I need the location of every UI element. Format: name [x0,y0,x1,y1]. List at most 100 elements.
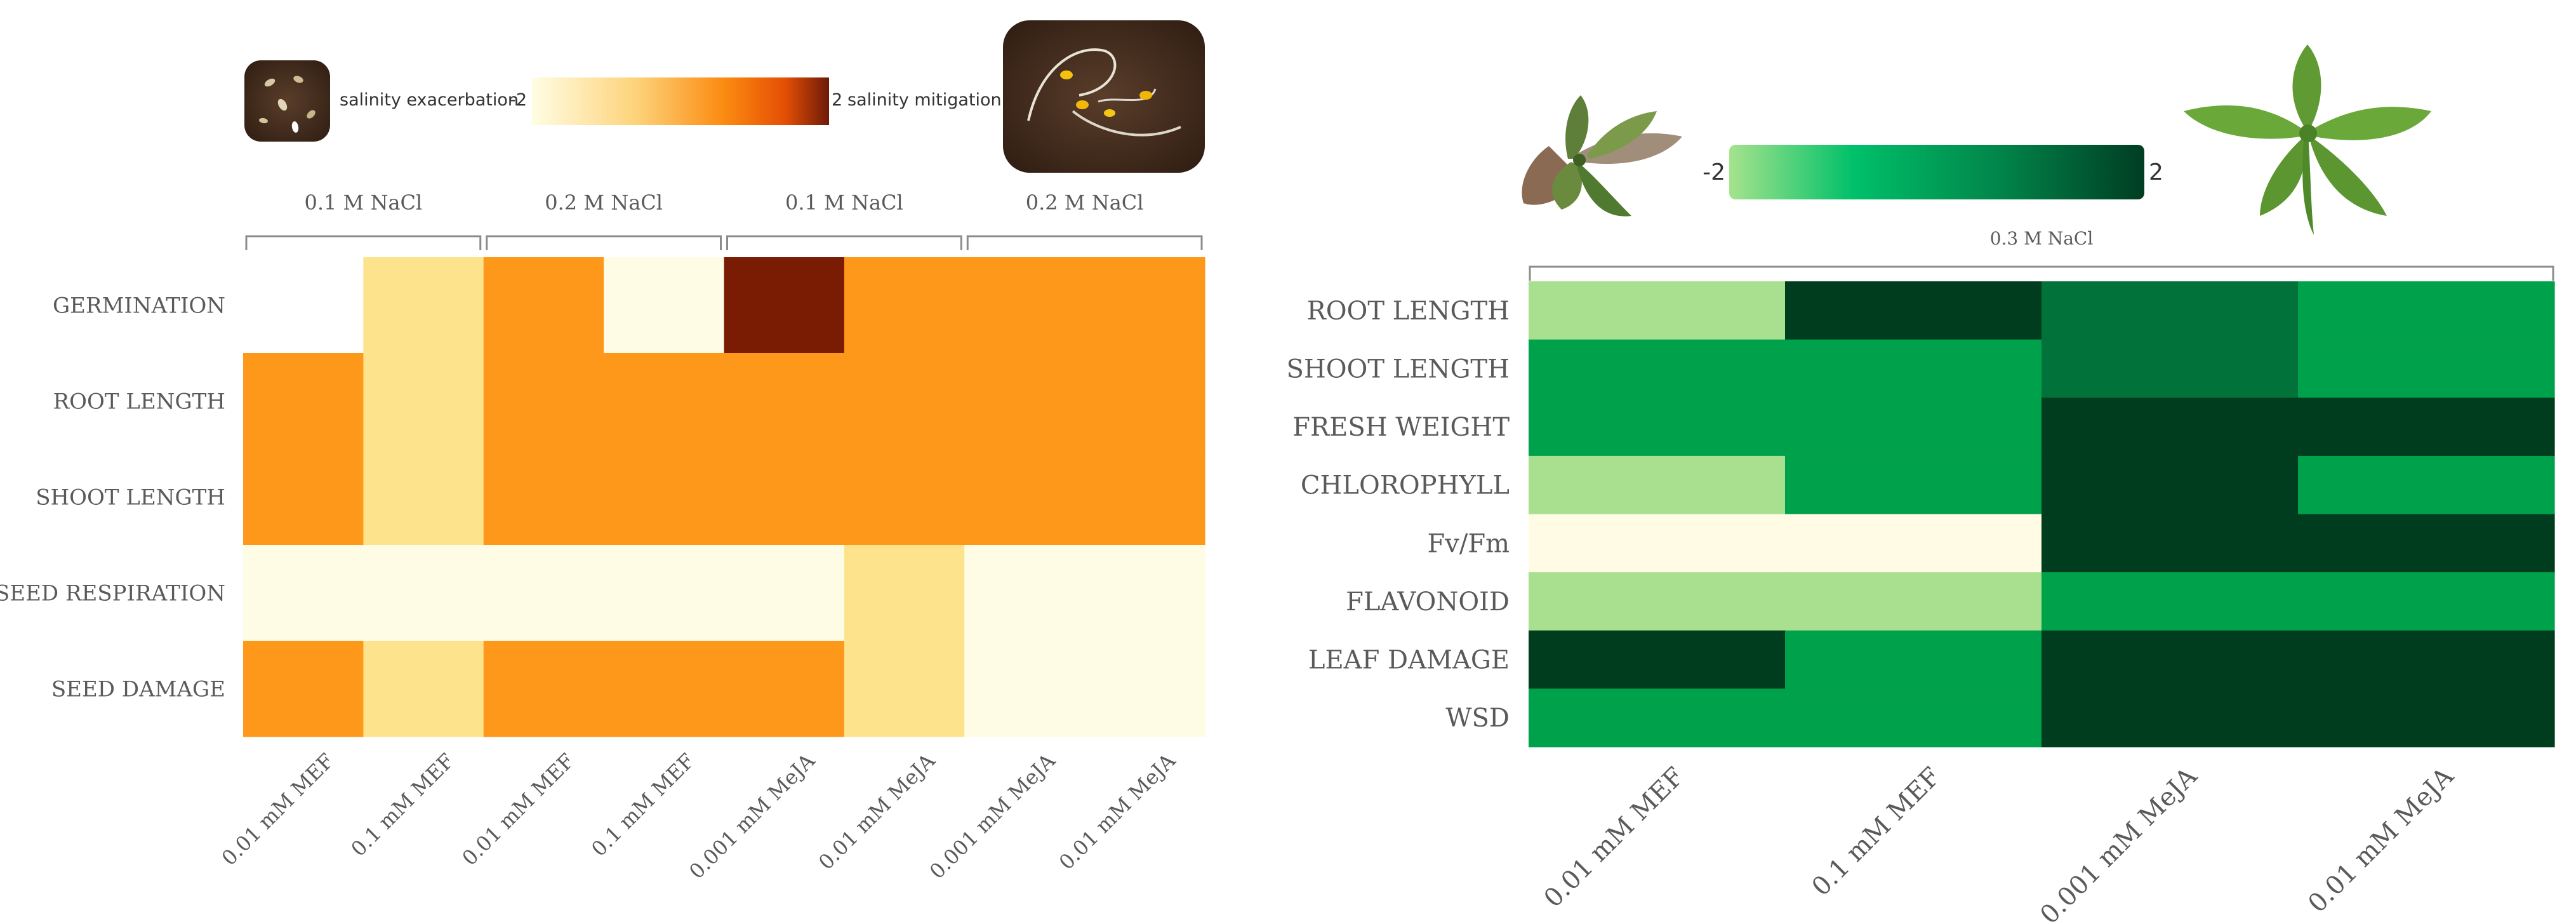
left-cell-r0-c7 [1084,257,1205,354]
left-row-label: SEED RESPIRATION [0,581,225,606]
right-row-label: ROOT LENGTH [1307,297,1510,326]
right-cell-r0-c2 [2042,281,2299,340]
right-row-label: FRESH WEIGHT [1292,413,1510,442]
left-row-label: SEED DAMAGE [51,677,225,702]
right-cell-r2-c2 [2042,398,2299,457]
left-column-label: 0.1 mM MEF [587,749,699,861]
left-cell-r0-c6 [964,257,1086,354]
right-cell-r0-c1 [1785,281,2042,340]
right-cell-r7-c0 [1529,688,1786,747]
left-cell-r0-c0 [243,257,364,354]
right-cell-r6-c3 [2298,630,2555,689]
left-group-bracket [245,235,482,250]
left-group-label: 0.1 M NaCl [304,191,422,215]
right-cell-r4-c0 [1529,514,1786,573]
right-cell-r3-c3 [2298,455,2555,515]
left-cell-r4-c1 [363,641,484,737]
right-legend-min-label: -2 [1703,159,1725,185]
right-cell-r4-c1 [1785,514,2042,573]
left-group-label: 0.2 M NaCl [545,191,663,215]
left-cell-r3-c3 [604,545,725,641]
left-cell-r3-c2 [483,545,604,641]
left-legend: salinity exacerbation -2 2 salinity miti… [244,20,1205,173]
left-cell-r4-c5 [844,641,965,737]
right-cell-r0-c0 [1529,281,1786,340]
right-row-label: FLAVONOID [1346,587,1510,617]
left-cell-r3-c7 [1084,545,1205,641]
right-cell-r1-c1 [1785,339,2042,398]
right-row-label: Fv/Fm [1427,529,1510,558]
left-cell-r2-c4 [724,449,845,546]
right-cell-r6-c0 [1529,630,1786,689]
seeds-photo-icon [244,60,330,142]
left-cell-r1-c3 [604,353,725,450]
right-cell-r3-c0 [1529,455,1786,515]
right-column-label: 0.01 mM MeJA [2302,761,2460,919]
left-column-label: 0.01 mM MEF [217,749,339,871]
left-cell-r2-c0 [243,449,364,546]
left-group-bracket [486,235,722,250]
germinating-seeds-photo-icon [1003,20,1205,173]
right-column-label: 0.01 mM MEF [1539,762,1690,914]
right-cell-r2-c3 [2298,398,2555,457]
left-cell-r4-c2 [483,641,604,737]
right-cell-r2-c0 [1529,398,1786,457]
legend-min-label: -2 [510,90,527,110]
right-cell-r3-c2 [2042,455,2299,515]
right-cell-r7-c3 [2298,688,2555,747]
right-group-brackets: 0.3 M NaCl [1529,228,2554,281]
left-column-label: 0.01 mM MeJA [1054,748,1181,874]
left-cell-r1-c2 [483,353,604,450]
left-cell-r3-c6 [964,545,1086,641]
left-column-label: 0.01 mM MEF [457,749,579,871]
left-cell-r1-c5 [844,353,965,450]
right-cell-r7-c1 [1785,688,2042,747]
left-cell-r2-c7 [1084,449,1205,546]
left-cell-r2-c1 [363,449,484,546]
orange-gradient-bar [532,77,829,125]
left-heatmap-cells [243,257,1205,737]
left-cell-r1-c1 [363,353,484,450]
right-heatmap-cells [1529,281,2555,747]
left-group-label: 0.2 M NaCl [1026,191,1144,215]
right-cell-r0-c3 [2298,281,2555,340]
green-gradient-bar [1729,145,2144,199]
right-row-label: SHOOT LENGTH [1286,354,1510,384]
left-cell-r3-c5 [844,545,965,641]
left-cell-r1-c7 [1084,353,1205,450]
right-cell-r5-c2 [2042,572,2299,631]
left-group-bracket [966,235,1203,250]
left-group-bracket [726,235,962,250]
healthy-plant-photo-icon [2184,44,2431,235]
right-group-label: 0.3 M NaCl [1990,228,2094,249]
left-cell-r0-c3 [604,257,725,354]
right-cell-r5-c1 [1785,572,2042,631]
left-column-label: 0.01 mM MeJA [814,748,940,874]
left-cell-r0-c4 [724,257,845,354]
right-cell-r4-c3 [2298,514,2555,573]
legend-max-label: 2 [832,90,842,110]
right-column-label: 0.001 mM MeJA [2035,761,2203,924]
left-row-label: GERMINATION [53,293,225,319]
legend-right-label: salinity mitigation [847,90,1002,110]
right-cell-r4-c2 [2042,514,2299,573]
left-cell-r0-c5 [844,257,965,354]
right-legend-max-label: 2 [2149,159,2163,185]
left-cell-r0-c1 [363,257,484,354]
left-group-brackets: 0.1 M NaCl 0.2 M NaCl 0.1 M NaCl 0.2 M NaCl [245,191,1203,250]
right-cell-r5-c3 [2298,572,2555,631]
left-cell-r3-c4 [724,545,845,641]
left-column-label: 0.1 mM MEF [346,749,458,861]
left-cell-r1-c4 [724,353,845,450]
right-row-labels: ROOT LENGTH SHOOT LENGTH FRESH WEIGHT CHLOR… [1286,297,1510,733]
left-cell-r3-c0 [243,545,364,641]
right-row-label: WSD [1445,704,1510,733]
right-cell-r6-c1 [1785,630,2042,689]
left-cell-r4-c3 [604,641,725,737]
right-cell-r6-c2 [2042,630,2299,689]
right-cell-r1-c0 [1529,339,1786,398]
right-row-label: CHLOROPHYLL [1301,471,1510,500]
right-cell-r3-c1 [1785,455,2042,515]
